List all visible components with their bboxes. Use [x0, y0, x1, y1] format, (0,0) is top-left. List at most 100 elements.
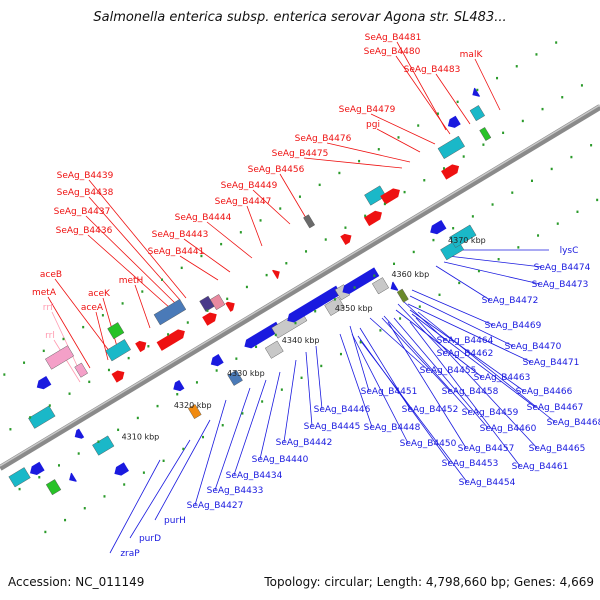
gene-feature — [264, 340, 284, 359]
track-dot — [226, 297, 229, 301]
track-dot — [403, 190, 406, 194]
gene-box — [107, 322, 125, 340]
track-dot — [379, 329, 382, 332]
track-dot — [320, 364, 323, 368]
gene-feature — [472, 87, 481, 97]
track-dot — [121, 302, 124, 305]
label-leader — [393, 317, 489, 429]
track-dot — [482, 143, 485, 146]
label-leader — [397, 303, 446, 354]
gene-arrow-forward — [340, 233, 352, 245]
gene-label: SeAg_B4437 — [54, 207, 111, 217]
gene-feature — [69, 472, 77, 482]
label-leader — [370, 113, 436, 145]
gene-arrow-reverse — [287, 285, 342, 323]
label-leader — [383, 315, 471, 413]
label-leader — [435, 73, 471, 125]
gene-feature — [272, 269, 280, 280]
label-leader — [183, 238, 231, 273]
gene-label: SeAg_B4472 — [482, 296, 539, 306]
track-dot — [535, 53, 538, 56]
gene-feature — [114, 462, 129, 476]
track-dot — [97, 440, 100, 443]
track-dot — [241, 412, 244, 415]
label-leader — [443, 261, 541, 285]
ruler-ticks: 4310 kbp 4320 kbp 4330 kbp 4340 kbp 4350 kbp… — [3, 41, 599, 534]
gene-label: SeAg_B4481 — [365, 33, 422, 43]
gene-feature — [363, 210, 382, 227]
track-dot — [530, 179, 533, 183]
ruler-label: 4350 kbp — [335, 304, 373, 313]
gene-feature — [105, 339, 131, 362]
gene-feature — [390, 281, 399, 291]
gene-arrow-forward — [225, 301, 235, 312]
track-dot — [496, 76, 499, 80]
track-dot — [9, 428, 12, 431]
track-dot — [57, 464, 60, 467]
label-leader — [53, 339, 81, 383]
gene-arrow-forward — [202, 312, 217, 326]
genome-backbone — [0, 104, 600, 471]
track-dot — [462, 155, 465, 158]
gene-label: SeAg_B4466 — [516, 387, 573, 397]
label-leader — [109, 459, 161, 554]
gene-feature — [28, 405, 56, 429]
gene-feature — [74, 362, 88, 378]
gene-feature — [135, 340, 147, 353]
track-dot — [300, 376, 303, 379]
track-dot — [418, 305, 421, 308]
backbone-highlight — [0, 104, 600, 467]
track-dot — [259, 219, 262, 222]
gene-label: purD — [139, 534, 161, 544]
label-leader — [396, 41, 447, 131]
gene-box — [28, 405, 56, 429]
track-dot — [280, 388, 283, 391]
label-leader — [409, 309, 525, 392]
track-dot — [477, 269, 480, 273]
label-leader — [85, 215, 177, 305]
gene-feature — [437, 135, 465, 160]
label-leader — [154, 419, 211, 521]
gene-label: SeAg_B4436 — [56, 226, 113, 236]
label-leader — [326, 142, 411, 163]
track-dot — [305, 250, 308, 253]
track-dot — [285, 262, 288, 265]
track-dot — [18, 487, 21, 491]
gene-label: malK — [460, 50, 484, 60]
track-dot — [324, 238, 327, 241]
track-dot — [364, 214, 367, 218]
ruler-label: 4340 kbp — [282, 336, 320, 345]
label-leader — [252, 189, 291, 225]
gene-box — [364, 185, 387, 206]
label-leader — [351, 333, 409, 444]
track-dot — [239, 231, 242, 234]
track-dot — [432, 238, 435, 242]
gene-label: aceB — [40, 270, 62, 280]
gene-arrow-forward — [156, 329, 185, 351]
track-dot — [436, 112, 439, 115]
label-leader — [387, 321, 467, 449]
track-dot — [68, 392, 71, 395]
label-leader — [283, 359, 297, 443]
label-leader — [246, 205, 263, 247]
label-leader — [407, 303, 532, 363]
gene-arrow-reverse — [390, 281, 399, 291]
gene-feature — [156, 329, 185, 351]
track-dot — [235, 357, 238, 360]
gene-feature — [111, 370, 125, 383]
track-dot — [62, 337, 65, 341]
gene-box — [437, 135, 465, 160]
gene-feature — [227, 369, 243, 386]
track-dot — [23, 361, 26, 364]
gene-arrow-reverse — [74, 428, 85, 439]
track-dot — [333, 298, 336, 301]
gene-label: SeAg_B4479 — [339, 105, 396, 115]
track-dot — [123, 483, 126, 486]
label-leader — [376, 128, 421, 153]
gene-label: lysC — [560, 246, 579, 256]
gene-box — [396, 288, 409, 303]
gene-label: metA — [32, 288, 57, 298]
gene-label: SeAg_B4476 — [295, 134, 352, 144]
track-dot — [294, 321, 297, 325]
track-dot — [511, 191, 514, 194]
